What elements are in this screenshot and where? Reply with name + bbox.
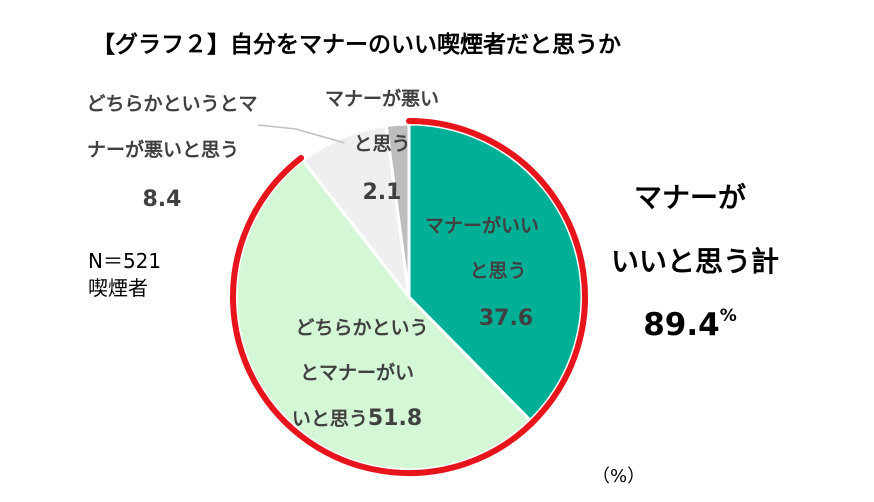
highlight-arc bbox=[230, 118, 588, 476]
slice-good bbox=[407, 122, 584, 422]
slice-value-rather-bad: 8.4 bbox=[143, 187, 182, 212]
slice-value-good: 37.6 bbox=[479, 306, 533, 331]
slice-label-rather-good-line3: いと思う51.8 bbox=[292, 406, 422, 431]
slice-label-rather-good-line1: どちらかという bbox=[295, 317, 428, 339]
sample-group: 喫煙者 bbox=[88, 276, 148, 300]
slice-bad bbox=[384, 122, 411, 299]
slice-value-bad: 2.1 bbox=[363, 180, 402, 205]
slice-label-rather-bad-line2: ナーが悪いと思う bbox=[87, 138, 239, 161]
slice-label-good-line1: マナーがいい bbox=[425, 214, 539, 237]
slice-label-rather-bad: どちらかというとマ ナーが悪いと思う 8.4 bbox=[86, 93, 257, 212]
highlight-arc-layer bbox=[230, 118, 588, 476]
slice-rather-good bbox=[234, 158, 532, 472]
slice-label-rather-bad-line1: どちらかというとマ bbox=[86, 93, 257, 115]
summary-callout: マナーが いいと思う計 89.4% bbox=[611, 181, 779, 343]
summary-value: 89.4% bbox=[643, 306, 737, 343]
sample-note: N＝521 喫煙者 bbox=[88, 249, 161, 300]
slice-label-good-line2: と思う bbox=[469, 260, 526, 282]
pie-slices bbox=[234, 122, 584, 472]
summary-value-number: 89.4 bbox=[643, 307, 720, 343]
slice-rather-bad bbox=[301, 124, 411, 299]
summary-value-unit: % bbox=[720, 306, 737, 326]
slice-label-bad: マナーが悪い と思う 2.1 bbox=[325, 87, 439, 205]
slice-label-bad-line1: マナーが悪い bbox=[325, 87, 439, 110]
summary-line2: いいと思う計 bbox=[611, 245, 779, 278]
chart-title: 【グラフ２】自分をマナーのいい喫煙者だと思うか bbox=[92, 31, 621, 58]
sample-size: N＝521 bbox=[88, 249, 161, 273]
slice-label-rather-good-line2: とマナーがい bbox=[300, 361, 414, 384]
summary-line1: マナーが bbox=[634, 181, 746, 214]
leader-line-rather-bad bbox=[257, 124, 345, 144]
leader-lines bbox=[257, 124, 345, 144]
slice-label-bad-line2: と思う bbox=[353, 133, 410, 155]
slice-label-rather-good-text: いと思う bbox=[292, 408, 368, 430]
slice-label-rather-good: どちらかという とマナーがい いと思う51.8 bbox=[292, 317, 429, 431]
slice-label-good: マナーがいい と思う 37.6 bbox=[425, 214, 539, 331]
slice-value-rather-good: 51.8 bbox=[368, 406, 422, 431]
unit-label: （%） bbox=[592, 466, 645, 487]
